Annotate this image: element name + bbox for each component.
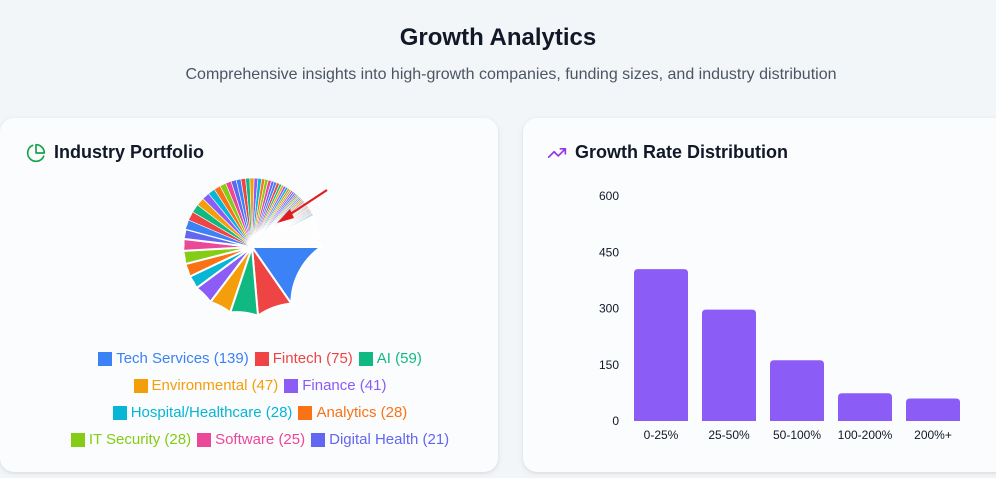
legend-item[interactable]: Fintech (75) <box>254 347 353 371</box>
industry-pie-chart <box>181 177 328 316</box>
page-subtitle: Comprehensive insights into high-growth … <box>185 66 837 83</box>
legend-swatch <box>197 433 212 447</box>
legend-item[interactable]: IT Security (28) <box>70 428 192 452</box>
y-tick-label: 300 <box>599 302 619 316</box>
legend-row: Tech Services (139) Fintech (75) AI (59) <box>0 347 498 374</box>
growth-rate-bar-chart: 0 150 300 450 600 0-25% 25-50% 50-100% 100-200% 2… <box>599 189 960 442</box>
legend-swatch <box>254 352 269 366</box>
legend-swatch <box>358 352 373 366</box>
legend-item[interactable]: Tech Services (139) <box>98 347 249 371</box>
legend-item[interactable]: Finance (41) <box>284 374 386 398</box>
legend-swatch <box>311 433 326 447</box>
pie-slice-tech-services[interactable] <box>250 246 325 307</box>
legend-item[interactable]: Analytics (28) <box>298 401 407 425</box>
growth-rate-title: Growth Rate Distribution <box>575 142 788 162</box>
x-tick-label: 50-100% <box>773 428 821 442</box>
growth-rate-card: Growth Rate Distribution 0 150 300 450 600 0-… <box>523 118 996 472</box>
y-tick-label: 450 <box>599 245 619 259</box>
legend-item[interactable]: Environmental (47) <box>133 374 279 398</box>
industry-portfolio-title: Industry Portfolio <box>54 142 204 162</box>
legend-label: Analytics (28) <box>316 404 408 421</box>
legend-label: Finance (41) <box>302 377 387 394</box>
legend-label: Hospital/Healthcare (28) <box>130 404 293 421</box>
legend-item[interactable]: Software (25) <box>197 428 305 452</box>
x-tick-label: 100-200% <box>838 428 893 442</box>
page-title: Growth Analytics <box>399 24 597 51</box>
legend-label: Software (25) <box>215 431 306 448</box>
legend-row: Hospital/Healthcare (28) Analytics (28) <box>0 401 498 428</box>
y-tick-label: 0 <box>612 414 619 428</box>
annotation-arrow-line <box>285 189 328 218</box>
legend-item[interactable]: Digital Health (21) <box>311 428 449 452</box>
legend-row: IT Security (28) Software (25) Digital Hea… <box>0 428 498 455</box>
x-tick-label: 0-25% <box>644 428 679 442</box>
legend-swatch <box>98 352 113 366</box>
industry-legend: Tech Services (139) Fintech (75) AI (59) En… <box>0 347 498 455</box>
legend-swatch <box>133 379 148 393</box>
trending-up-icon <box>547 143 567 163</box>
legend-item[interactable]: AI (59) <box>358 347 422 371</box>
annotation-arrow-head <box>277 209 294 223</box>
legend-label: Environmental (47) <box>151 377 279 394</box>
legend-row: Environmental (47) Finance (41) <box>0 374 498 401</box>
industry-portfolio-card: Industry Portfolio Tech Services (139) Fi… <box>0 118 498 472</box>
x-tick-label: 25-50% <box>708 428 750 442</box>
legend-swatch <box>298 406 313 420</box>
legend-item[interactable]: Hospital/Healthcare (28) <box>112 401 293 425</box>
legend-label: IT Security (28) <box>88 431 192 448</box>
y-tick-label: 150 <box>599 358 619 372</box>
bar-25-50-[interactable] <box>702 309 756 421</box>
growth-rate-header: Growth Rate Distribution <box>547 142 788 163</box>
bar-50-100-[interactable] <box>770 360 824 421</box>
legend-swatch <box>284 379 299 393</box>
bar-0-25-[interactable] <box>634 269 688 421</box>
legend-swatch <box>70 433 85 447</box>
y-tick-label: 600 <box>599 189 619 203</box>
x-tick-label: 200%+ <box>914 428 952 442</box>
pie-chart-icon <box>26 143 46 163</box>
legend-label: Digital Health (21) <box>329 431 450 448</box>
legend-label: AI (59) <box>376 350 422 367</box>
bar-200-[interactable] <box>906 398 960 422</box>
bar-100-200-[interactable] <box>838 393 892 421</box>
legend-label: Tech Services (139) <box>116 350 249 367</box>
legend-label: Fintech (75) <box>272 350 353 367</box>
industry-portfolio-header: Industry Portfolio <box>26 142 204 163</box>
legend-swatch <box>112 406 127 420</box>
